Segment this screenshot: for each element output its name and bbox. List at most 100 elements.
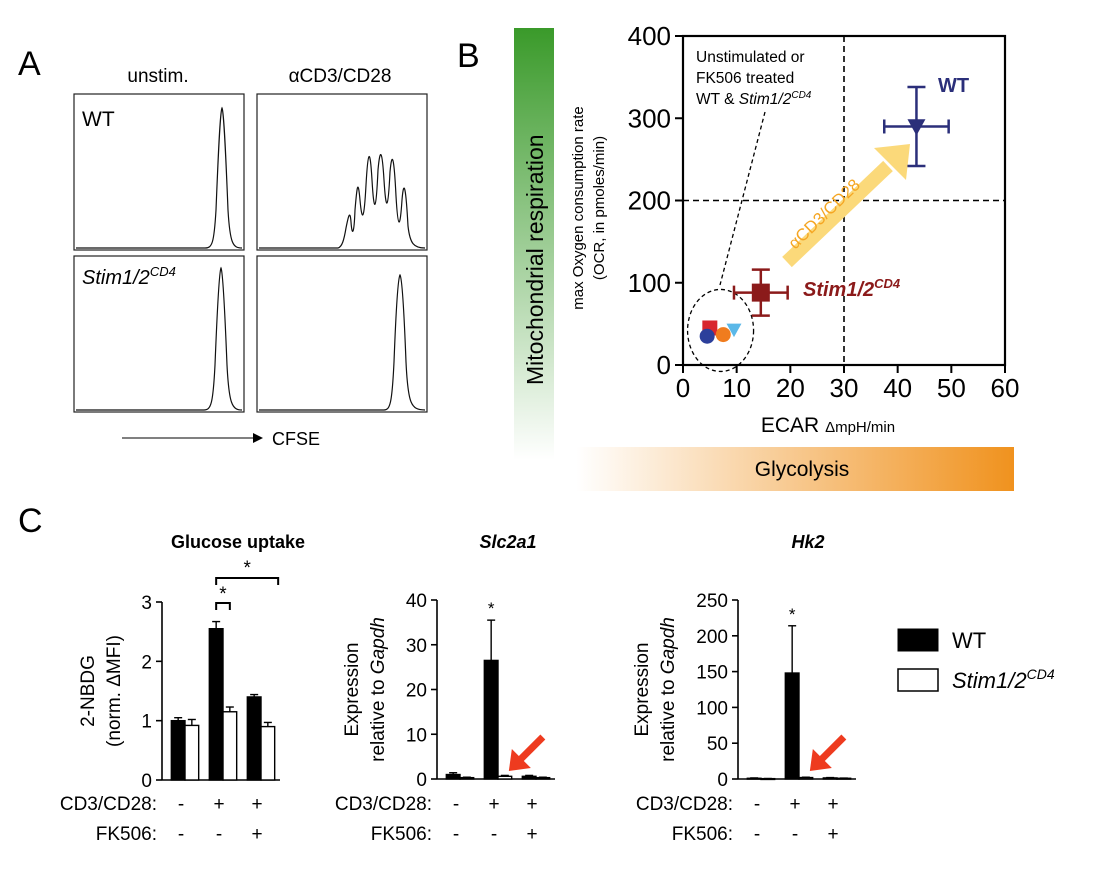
condition-value: + xyxy=(251,824,262,845)
bar-chart-hk2: Hk2 Expression relative to Gapdh 0 50 100 150 2… xyxy=(632,532,856,845)
y-tick-label: 30 xyxy=(406,636,427,657)
panel-letter-b: B xyxy=(457,37,480,75)
condition-label-row2: FK506: xyxy=(672,824,733,845)
bar-wt xyxy=(170,719,186,781)
bar-chart-glucose-uptake: Glucose uptake 2-NBDG (norm. ΔMFI) 0 1 2 3 * * CD… xyxy=(60,532,305,845)
legend-swatch-ko xyxy=(897,668,939,692)
data-point-cluster-3 xyxy=(699,328,715,344)
bar-ko xyxy=(184,724,200,781)
cfse-trace-ko-stim xyxy=(259,273,426,411)
y-axis-label-line1: 2-NBDG xyxy=(78,655,99,727)
y-axis-label-line1: Expression xyxy=(632,643,653,737)
bar-ko xyxy=(535,776,551,780)
legend-label-wt: WT xyxy=(952,628,986,653)
legend-swatch-wt xyxy=(897,628,939,652)
x-tick-label: 60 xyxy=(991,373,1020,403)
histogram-wt-stim xyxy=(256,93,428,251)
y-tick-label: 300 xyxy=(628,103,671,133)
condition-value: - xyxy=(754,794,760,815)
significance-marker: * xyxy=(243,558,251,579)
red-arrow-head xyxy=(508,749,531,771)
y-tick-label: 1 xyxy=(141,712,152,733)
condition-label-row1: CD3/CD28: xyxy=(60,794,157,815)
condition-value: - xyxy=(792,824,798,845)
y-axis-label-line2: (norm. ΔMFI) xyxy=(104,635,125,747)
bar-ko xyxy=(497,775,513,780)
condition-value: - xyxy=(453,794,459,815)
scatter-xlabel: ECAR ΔmpH/min xyxy=(761,414,895,437)
red-arrow-head xyxy=(809,749,832,771)
bar-ko xyxy=(222,711,238,781)
glycolysis-gradient-bar xyxy=(576,447,1014,491)
condition-value: + xyxy=(789,794,800,815)
bar-wt xyxy=(784,672,800,780)
bar-ko xyxy=(760,777,776,781)
stim-arrow-label: αCD3/CD28 xyxy=(785,175,864,253)
cluster-ellipse xyxy=(686,288,755,373)
bar-ko xyxy=(260,725,276,781)
legend-label-ko: Stim1/2CD4 xyxy=(952,666,1055,693)
bar-wt xyxy=(746,777,762,780)
condition-value: + xyxy=(213,794,224,815)
x-tick-label: 30 xyxy=(830,373,859,403)
histogram-ko-unstim xyxy=(73,255,245,413)
bar-wt xyxy=(521,775,537,780)
x-tick-label: 20 xyxy=(776,373,805,403)
data-point-wt xyxy=(907,119,926,136)
scatter-chart-ocr-ecar: 0 100 200 300 400 0 10 20 30 40 50 60 Unstimulated o… xyxy=(628,21,1020,403)
bar-chart-slc2a1: Slc2a1 Expression relative to Gapdh 0 10 20 30… xyxy=(335,532,555,845)
significance-marker: * xyxy=(488,599,495,618)
y-tick-label: 0 xyxy=(717,770,728,791)
x-tick-label: 10 xyxy=(722,373,751,403)
condition-value: + xyxy=(251,794,262,815)
condition-value: + xyxy=(827,824,838,845)
significance-marker: * xyxy=(789,605,796,624)
scatter-ylabel-line1: max Oxygen consumption rate xyxy=(570,106,587,309)
bar-wt xyxy=(822,777,838,780)
condition-value: - xyxy=(754,824,760,845)
y-tick-label: 40 xyxy=(406,591,427,612)
condition-value: - xyxy=(491,824,497,845)
red-arrow xyxy=(817,734,847,764)
x-tick-label: 0 xyxy=(676,373,690,403)
condition-label-row1: CD3/CD28: xyxy=(335,794,432,815)
stim-arrow xyxy=(782,160,893,268)
respiration-gradient-label: Mitochondrial respiration xyxy=(522,134,548,385)
annotation-leader-line xyxy=(719,111,766,286)
bar-chart-title: Slc2a1 xyxy=(479,532,536,552)
y-tick-label: 250 xyxy=(696,591,728,612)
condition-label-row2: FK506: xyxy=(96,824,157,845)
y-tick-label: 200 xyxy=(628,186,671,216)
significance-bracket xyxy=(215,577,280,585)
row-label-wt: WT xyxy=(82,108,115,131)
y-tick-label: 0 xyxy=(416,770,427,791)
condition-value: - xyxy=(453,824,459,845)
condition-label-row2: FK506: xyxy=(371,824,432,845)
bar-ko xyxy=(459,776,475,780)
data-point-cluster-5 xyxy=(726,323,742,338)
bar-wt xyxy=(445,773,461,780)
significance-marker: * xyxy=(219,584,227,605)
cfse-axis-label: CFSE xyxy=(272,429,320,449)
y-axis-label-line2: relative to Gapdh xyxy=(658,617,679,762)
annotation-line: FK506 treated xyxy=(696,70,794,87)
y-tick-label: 150 xyxy=(696,663,728,684)
stim-arrow-head xyxy=(874,144,910,180)
y-tick-label: 20 xyxy=(406,681,427,702)
annotation-line: Unstimulated or xyxy=(696,49,805,66)
y-tick-label: 100 xyxy=(696,698,728,719)
point-label-ko: Stim1/2CD4 xyxy=(803,276,901,301)
panel-letter-a: A xyxy=(18,45,41,83)
column-label-unstim: unstim. xyxy=(127,66,188,87)
bar-wt xyxy=(483,659,499,780)
y-tick-label: 2 xyxy=(141,652,152,673)
column-label-stim: αCD3/CD28 xyxy=(289,66,392,87)
y-tick-label: 200 xyxy=(696,627,728,648)
y-tick-label: 100 xyxy=(628,268,671,298)
bar-ko xyxy=(836,777,852,780)
y-tick-label: 0 xyxy=(141,771,152,792)
scatter-ylabel-line2: (OCR, in pmoles/min) xyxy=(591,136,608,280)
bar-wt xyxy=(246,696,262,781)
x-tick-label: 50 xyxy=(937,373,966,403)
bar-chart-title: Glucose uptake xyxy=(171,532,305,552)
